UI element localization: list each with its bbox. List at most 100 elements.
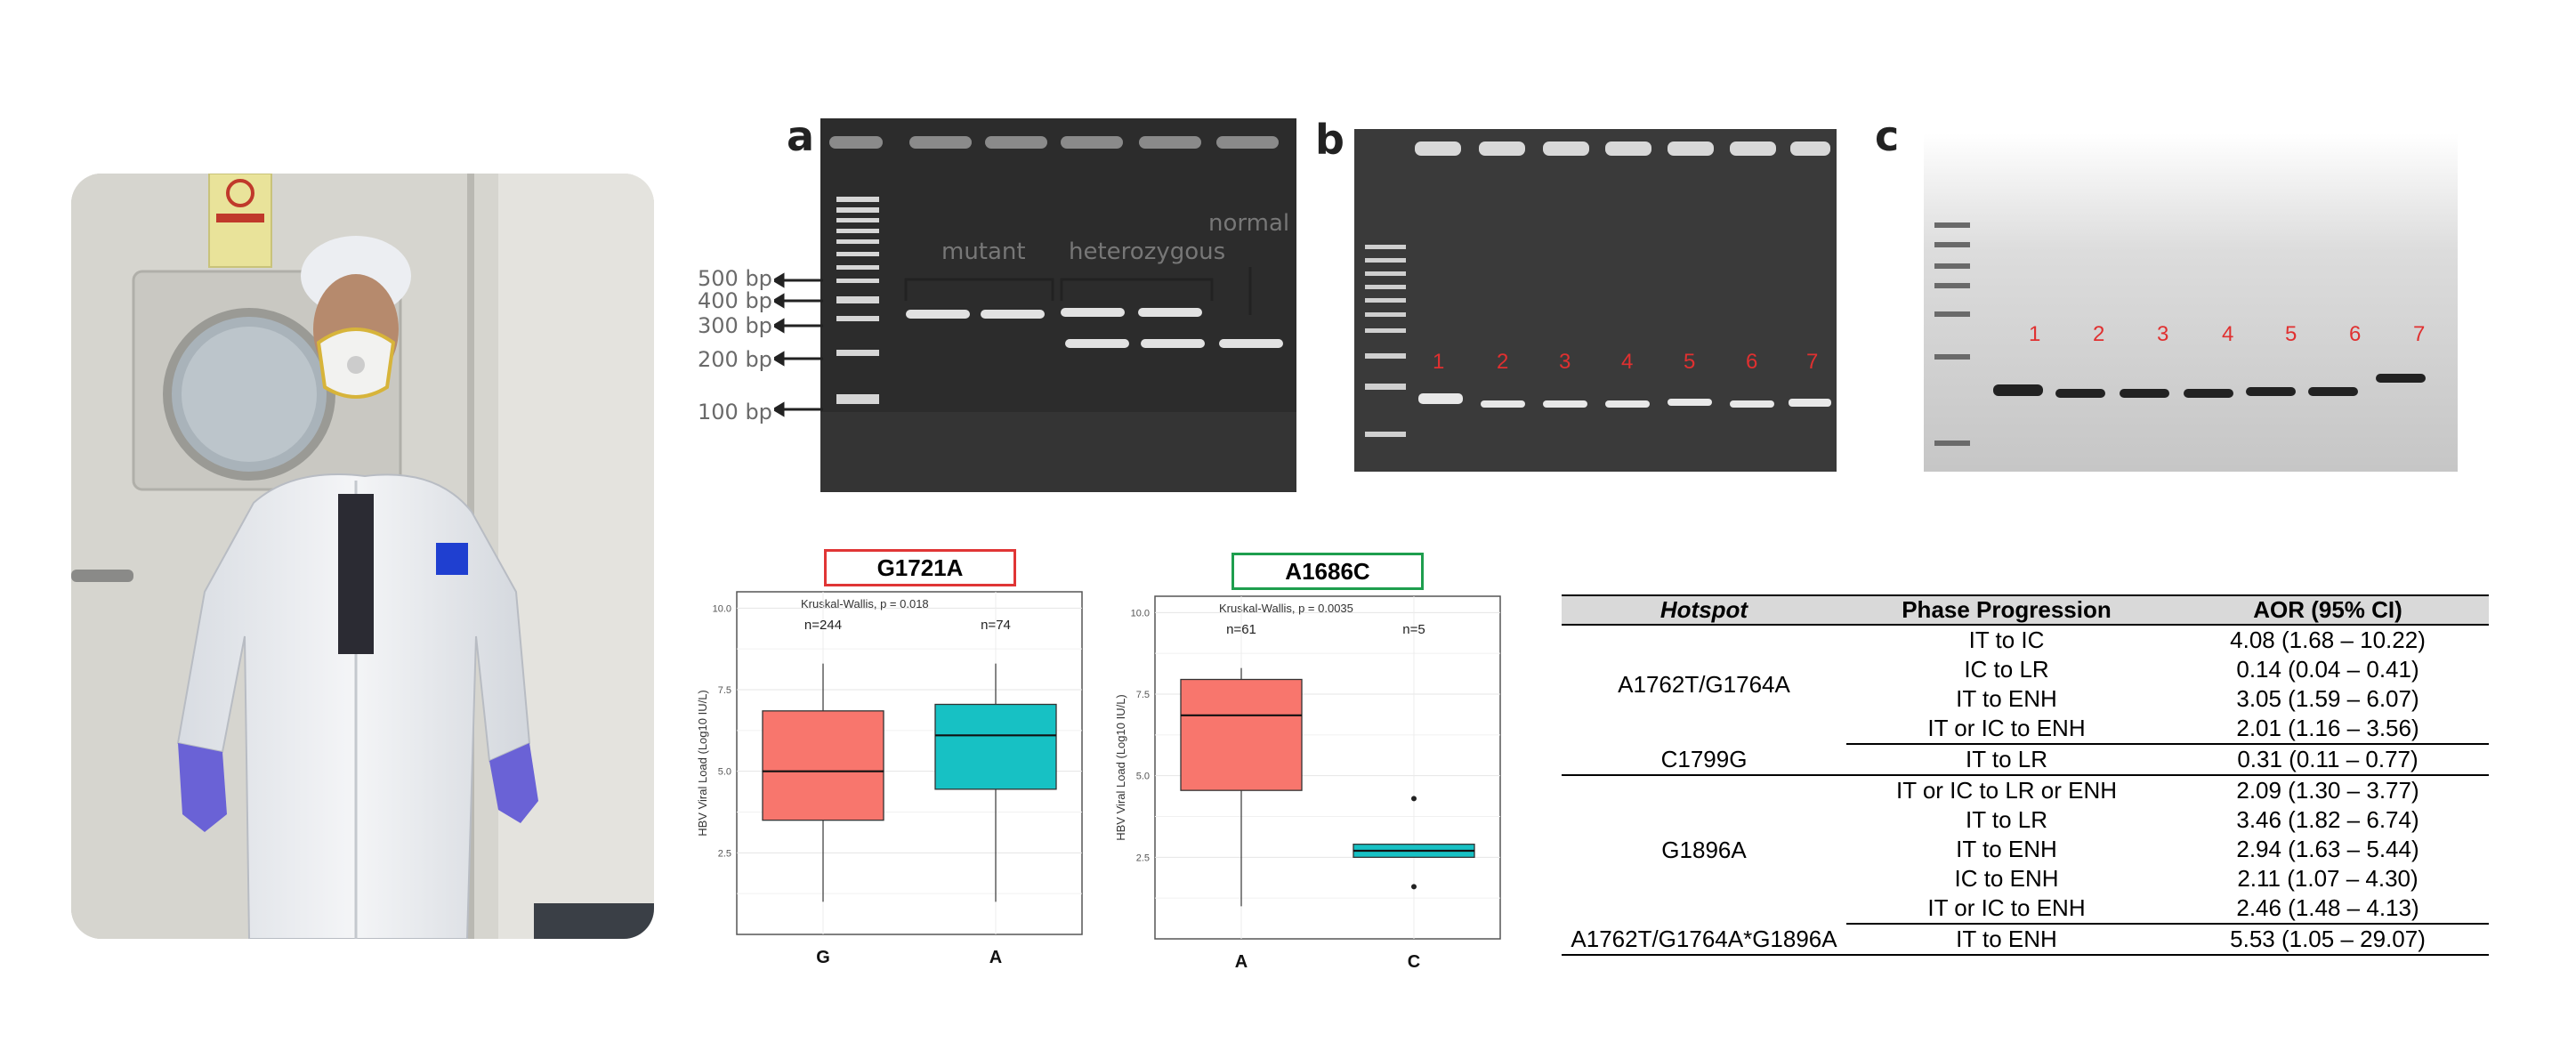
outlier-point	[1411, 796, 1417, 802]
aor-cell: 2.46 (1.48 – 4.13)	[2167, 893, 2489, 925]
phase-cell: IT to ENH	[1956, 685, 2057, 712]
count-label: n=61	[1226, 622, 1256, 637]
aor-cell: 0.14 (0.04 – 0.41)	[2236, 656, 2419, 683]
table-header-row: Hotspot Phase Progression AOR (95% CI)	[1562, 594, 2489, 626]
boxplot-title-g1721a: G1721A	[824, 549, 1016, 586]
panel-letter-b: b	[1315, 116, 1345, 164]
gel-b-lane-2: 2	[1497, 350, 1509, 374]
table-row: IC to ENH 2.11 (1.07 – 4.30)	[1562, 864, 2489, 893]
table-row: A1762T/G1764A IT to IC 4.08 (1.68 – 10.22)	[1562, 625, 2489, 698]
boxplot-a1686c: 2.5 5.0 7.5 10.0 HBV Viral Load (Log10 IU/L)…	[1114, 595, 1501, 972]
aor-cell: 5.53 (1.05 – 29.07)	[2167, 924, 2489, 956]
count-label: n=5	[1402, 622, 1425, 637]
y-tick-label: 7.5	[718, 685, 731, 696]
aor-cell: 0.31 (0.11 – 0.77)	[2167, 744, 2489, 776]
kruskal-wallis-label: Kruskal-Wallis, p = 0.018	[801, 597, 929, 610]
phase-cell: IT to ENH	[1846, 924, 2167, 956]
panel-letter-c: c	[1875, 112, 1900, 160]
table-row: IT to LR 3.46 (1.82 – 6.74)	[1562, 805, 2489, 835]
aor-cell: 3.05 (1.59 – 6.07)	[2236, 685, 2419, 712]
gel-a-label-mutant: mutant	[941, 238, 1026, 265]
boxplot-title-a1686c: A1686C	[1231, 553, 1424, 590]
gel-image-c	[1924, 133, 2458, 472]
category-label: A	[989, 948, 1002, 967]
phase-cell: IT or IC to ENH	[1846, 714, 2167, 745]
gel-image-a	[820, 118, 1296, 492]
panel-letter-a: a	[787, 112, 815, 160]
hotspot-cell: A1762T/G1764A	[1618, 671, 1790, 698]
gel-a-marker-400: 400 bp	[698, 288, 772, 313]
researcher-photo-illustration	[71, 174, 654, 939]
y-tick-label: 5.0	[1136, 772, 1150, 782]
gel-a-label-heterozygous: heterozygous	[1069, 238, 1226, 265]
phase-cell: IC to LR	[1964, 656, 2049, 683]
phase-cell: IT to LR	[1846, 744, 2167, 776]
gel-a-marker-200: 200 bp	[698, 347, 772, 372]
lab-photo	[71, 174, 654, 939]
gel-c-lane-3: 3	[2157, 322, 2169, 346]
phase-cell: IT to ENH	[1956, 836, 2057, 862]
y-tick-label: 2.5	[718, 848, 731, 859]
gel-a-marker-100: 100 bp	[698, 400, 772, 424]
y-tick-label: 7.5	[1136, 690, 1150, 700]
category-label: A	[1235, 952, 1248, 972]
y-tick-label: 2.5	[1136, 853, 1150, 863]
table-row: IT or IC to ENH 2.46 (1.48 – 4.13)	[1562, 893, 2489, 925]
count-label: n=244	[804, 618, 842, 633]
phase-cell: IT to IC	[1968, 627, 2045, 653]
gel-b-lane-6: 6	[1746, 350, 1758, 374]
phase-cell: IT to LR	[1965, 806, 2047, 833]
box-A	[1180, 678, 1303, 791]
aor-table: Hotspot Phase Progression AOR (95% CI) A…	[1562, 594, 2489, 956]
boxplot-g1721a: 2.5 5.0 7.5 10.0 HBV Viral Load (Log10 IU/L)…	[696, 591, 1083, 967]
outlier-point	[1411, 884, 1417, 890]
y-tick-label: 5.0	[718, 767, 731, 778]
gel-a-brackets	[904, 267, 1252, 315]
gel-c-lane-2: 2	[2093, 322, 2105, 346]
y-axis-label: HBV Viral Load (Log10 IU/L)	[1114, 694, 1127, 841]
gel-c-lane-4: 4	[2222, 322, 2234, 346]
gel-b-lane-5: 5	[1684, 350, 1696, 374]
aor-cell: 2.11 (1.07 – 4.30)	[2237, 865, 2419, 892]
table-row: A1762T/G1764A*G1896A IT to ENH 5.53 (1.05 …	[1562, 924, 2489, 956]
phase-cell: IT or IC to LR or ENH	[1895, 777, 2118, 804]
table-row: IT to ENH 3.05 (1.59 – 6.07)	[1562, 684, 2489, 714]
kruskal-wallis-label: Kruskal-Wallis, p = 0.0035	[1219, 602, 1353, 615]
phase-cell: IC to ENH	[1954, 865, 2059, 892]
y-axis-label: HBV Viral Load (Log10 IU/L)	[696, 690, 709, 837]
box-G	[762, 710, 884, 821]
table-row: G1896A IT or IC to LR or ENH 2.09 (1.30 – …	[1562, 775, 2489, 863]
hotspot-cell: G1896A	[1661, 836, 1747, 863]
gel-b-lane-4: 4	[1621, 350, 1634, 374]
header-hotspot: Hotspot	[1562, 594, 1846, 626]
y-tick-label: 10.0	[713, 603, 731, 614]
category-label: G	[816, 948, 830, 967]
gel-c-lane-6: 6	[2349, 322, 2362, 346]
count-label: n=74	[981, 618, 1011, 633]
box-A	[934, 703, 1057, 790]
aor-cell: 4.08 (1.68 – 10.22)	[2230, 627, 2426, 653]
aor-cell: 2.94 (1.63 – 5.44)	[2236, 836, 2419, 862]
gel-b-lane-3: 3	[1559, 350, 1571, 374]
aor-cell: 2.01 (1.16 – 3.56)	[2167, 714, 2489, 745]
y-tick-label: 10.0	[1131, 608, 1150, 618]
table-row: IT or IC to ENH 2.01 (1.16 – 3.56)	[1562, 714, 2489, 745]
gel-a-marker-arrows	[774, 272, 823, 417]
gel-c-lane-1: 1	[2029, 322, 2041, 346]
hotspot-cell: A1762T/G1764A*G1896A	[1562, 924, 1846, 956]
aor-cell: 3.46 (1.82 – 6.74)	[2236, 806, 2419, 833]
gel-c-lane-5: 5	[2285, 322, 2297, 346]
gel-a-marker-500: 500 bp	[698, 266, 772, 291]
table-row: IC to LR 0.14 (0.04 – 0.41)	[1562, 655, 2489, 684]
category-label: C	[1408, 952, 1420, 972]
aor-cell: 2.09 (1.30 – 3.77)	[2236, 777, 2419, 804]
phase-cell: IT or IC to ENH	[1846, 893, 2167, 925]
hotspot-cell: C1799G	[1562, 744, 1846, 776]
gel-image-b	[1354, 129, 1837, 472]
header-aor: AOR (95% CI)	[2167, 594, 2489, 626]
gel-c-lane-7: 7	[2413, 322, 2426, 346]
gel-b-lane-1: 1	[1433, 350, 1445, 374]
gel-a-marker-300: 300 bp	[698, 313, 772, 338]
gel-b-lane-7: 7	[1806, 350, 1819, 374]
table-row: IT to ENH 2.94 (1.63 – 5.44)	[1562, 835, 2489, 864]
